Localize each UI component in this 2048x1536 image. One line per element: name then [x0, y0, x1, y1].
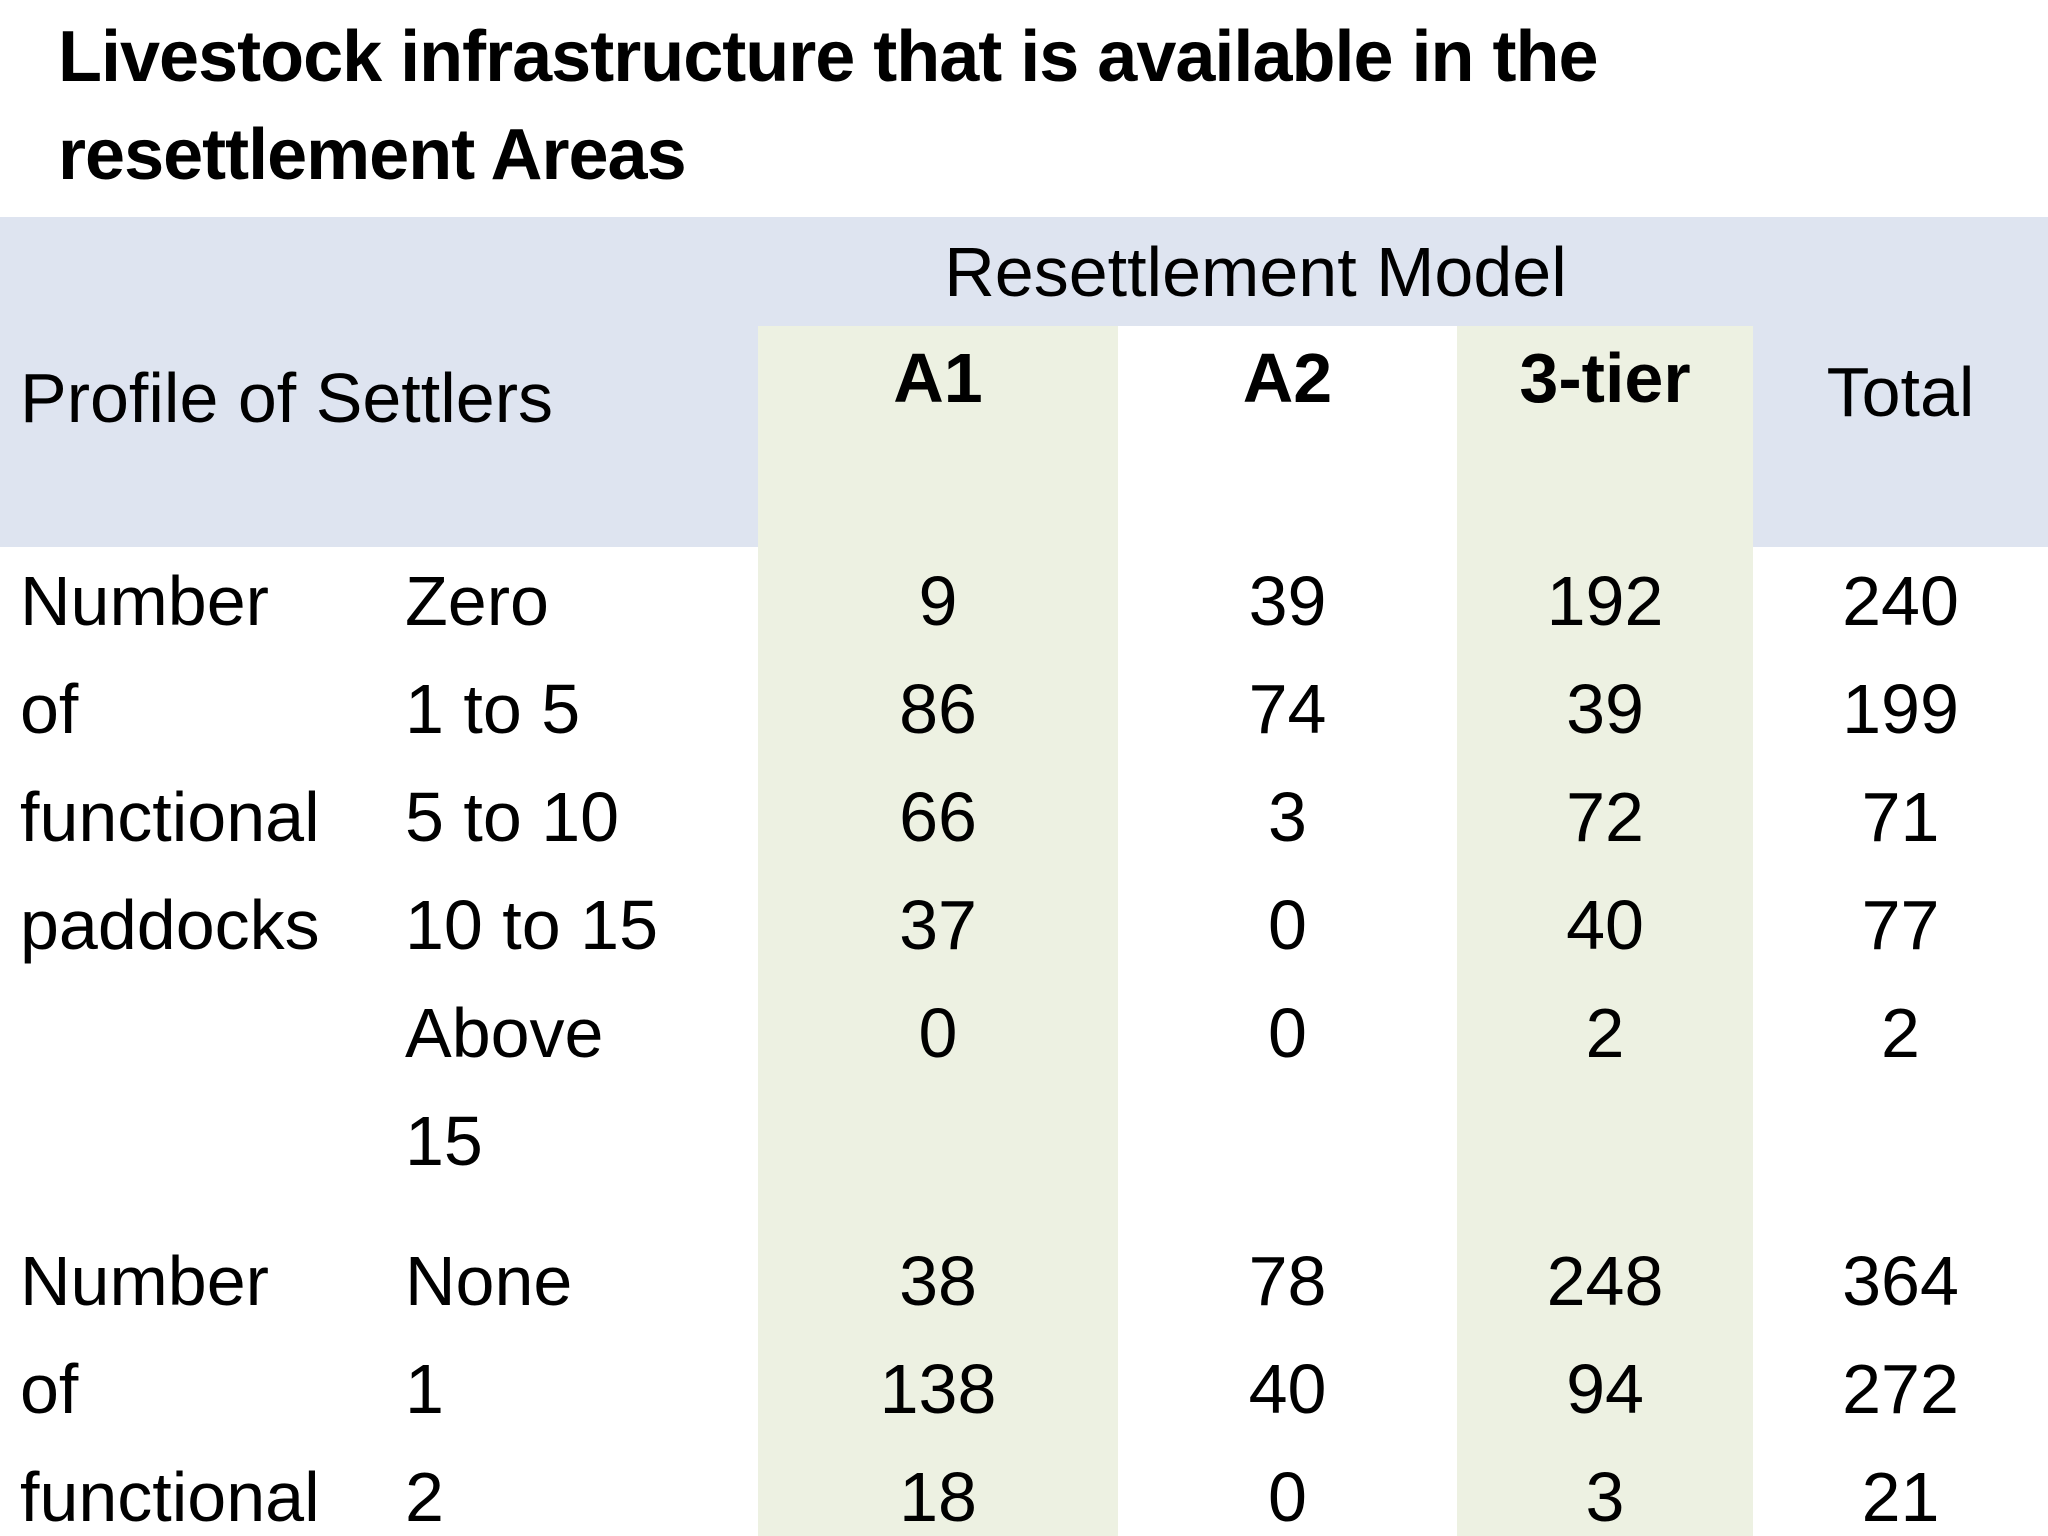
row-label: Above 15 [405, 994, 604, 1180]
cell-a2: 0 [1268, 886, 1307, 964]
cell-a2: 74 [1248, 670, 1327, 748]
cell-total: 71 [1861, 778, 1940, 856]
cell-total: 240 [1842, 562, 1959, 640]
column-stripe-a1 [758, 326, 1118, 1536]
column-stripe-a2 [1118, 326, 1457, 1536]
cell-a1: 0 [918, 994, 958, 1072]
cell-a1: 9 [918, 562, 958, 640]
column-header-a2: A2 [1242, 339, 1333, 417]
column-header-3tier: 3-tier [1519, 339, 1691, 417]
cell-a2: 78 [1248, 1242, 1327, 1320]
row-label: 1 to 5 [405, 670, 581, 748]
cell-a2: 40 [1248, 1350, 1327, 1428]
cell-3tier: 94 [1566, 1350, 1644, 1428]
group-label-functional: Number of functional [20, 1242, 320, 1536]
page-title-line1: Livestock infrastructure that is availab… [58, 17, 1599, 97]
row-label: 1 [405, 1350, 444, 1428]
cell-3tier: 39 [1566, 670, 1644, 748]
cell-total: 272 [1842, 1350, 1959, 1428]
cell-a1: 66 [899, 778, 977, 856]
cell-a2: 39 [1248, 562, 1327, 640]
cell-3tier: 72 [1566, 778, 1644, 856]
cell-a1: 37 [899, 886, 977, 964]
page-title: Livestock infrastructure that is availab… [58, 8, 2018, 204]
cell-3tier: 192 [1546, 562, 1664, 640]
column-stripe-3tier [1457, 326, 1753, 1536]
cell-a1: 138 [879, 1350, 997, 1428]
table-body: Number of functional paddocks Number of … [0, 547, 2048, 1536]
cell-3tier: 2 [1585, 994, 1625, 1072]
row-label: 2 [405, 1458, 444, 1536]
cell-total: 364 [1842, 1242, 1959, 1320]
group-label-paddocks: Number of functional paddocks [20, 562, 320, 964]
column-header-a1: A1 [893, 339, 983, 417]
cell-a1: 38 [899, 1242, 977, 1320]
cell-total: 77 [1861, 886, 1940, 964]
column-header-total: Total [1826, 353, 1975, 431]
cell-total: 199 [1842, 670, 1959, 748]
cell-3tier: 248 [1546, 1242, 1664, 1320]
resettlement-model-header: Resettlement Model [944, 232, 1567, 311]
row-label: 5 to 10 [405, 778, 620, 856]
cell-3tier: 40 [1566, 886, 1644, 964]
cell-a1: 86 [899, 670, 977, 748]
row-label: Zero [405, 562, 549, 640]
row-label: None [405, 1242, 573, 1320]
row-label: 10 to 15 [405, 886, 658, 964]
cell-total: 2 [1881, 994, 1920, 1072]
cell-a1: 18 [899, 1458, 977, 1536]
cell-total: 21 [1861, 1458, 1940, 1536]
cell-3tier: 3 [1585, 1458, 1625, 1536]
profile-of-settlers-header: Profile of Settlers [20, 359, 553, 437]
page-title-line2: resettlement Areas [58, 115, 687, 195]
cell-a2: 0 [1268, 994, 1307, 1072]
cell-a2: 3 [1268, 778, 1307, 856]
cell-a2: 0 [1268, 1458, 1307, 1536]
